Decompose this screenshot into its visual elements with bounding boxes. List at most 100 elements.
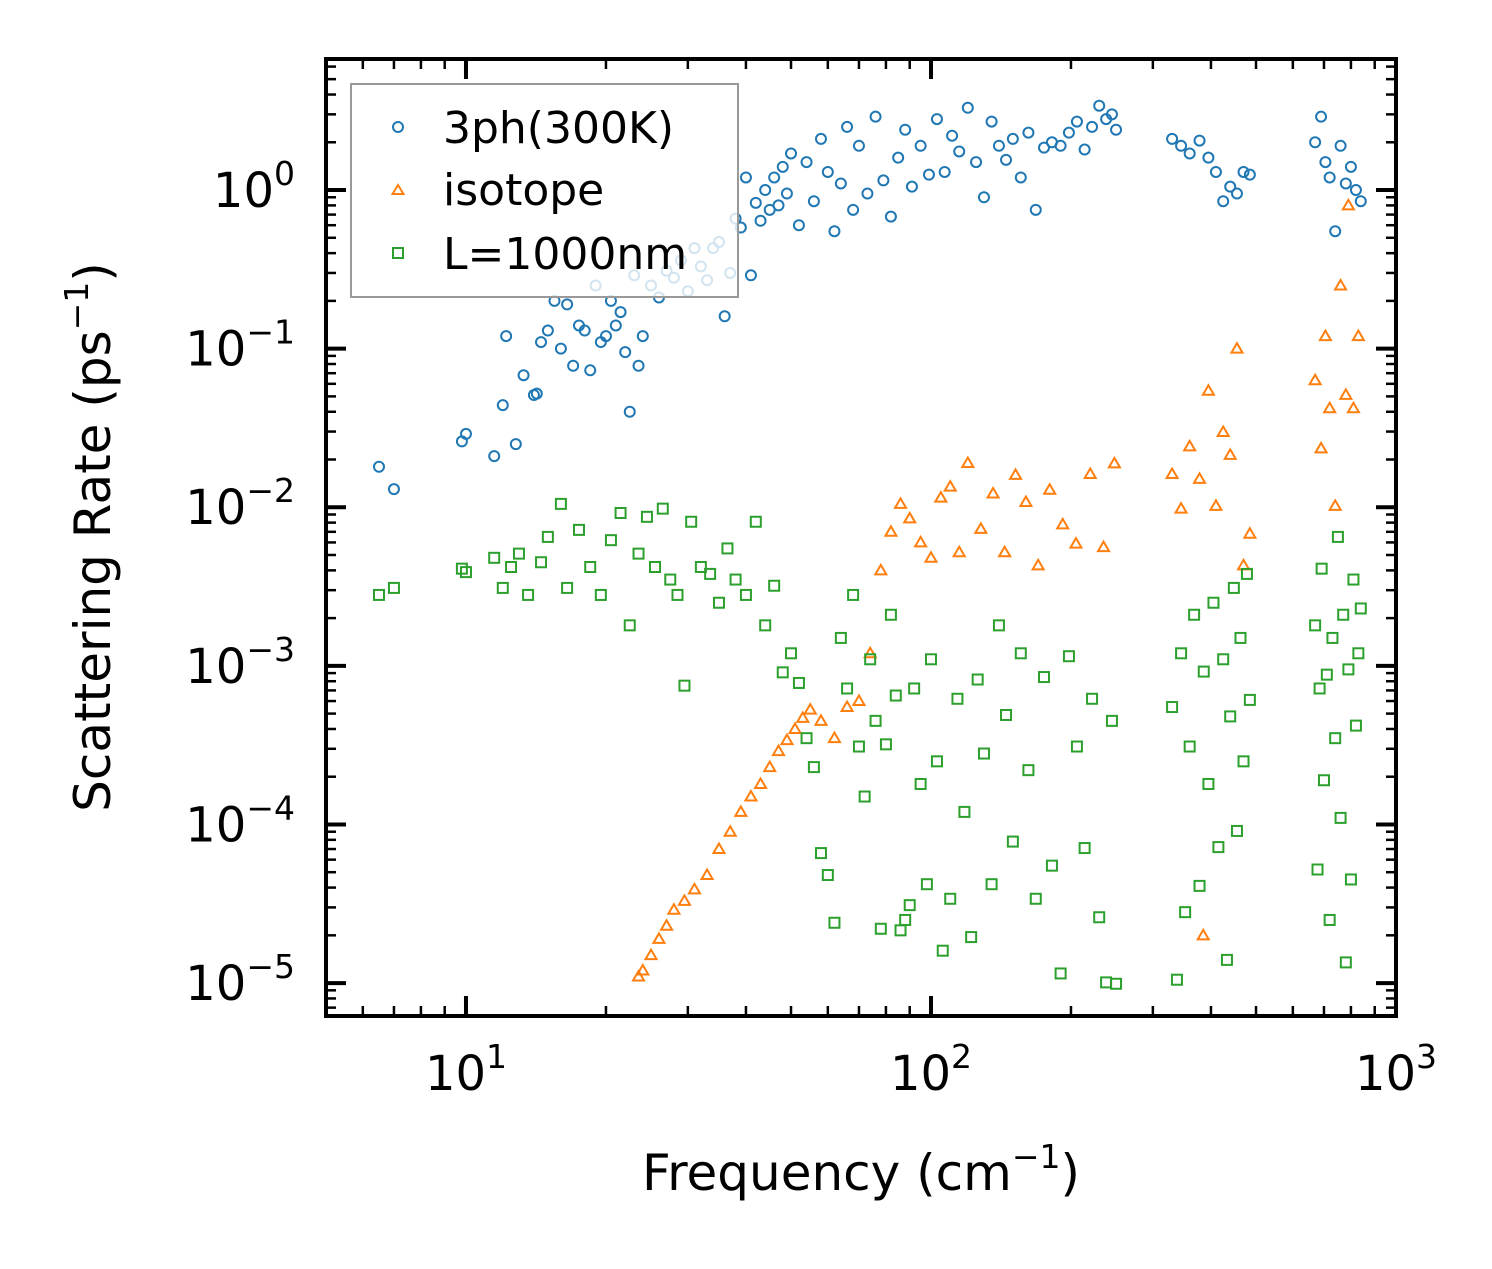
data-point-isotope — [1242, 526, 1258, 539]
data-point-3ph-300k- — [930, 113, 943, 126]
data-point-l-1000nm — [1207, 596, 1220, 609]
data-point-l-1000nm — [958, 805, 971, 818]
data-point-isotope — [943, 479, 958, 492]
data-point-isotope — [893, 496, 908, 509]
data-point-l-1000nm — [623, 619, 636, 632]
data-point-3ph-300k- — [847, 203, 860, 216]
data-point-3ph-300k- — [869, 110, 882, 123]
data-point-l-1000nm — [889, 689, 902, 702]
data-point-isotope — [1322, 400, 1337, 414]
data-point-isotope — [803, 702, 818, 715]
legend: 3ph(300K) isotope L=1000nm — [350, 83, 739, 298]
data-point-3ph-300k- — [1217, 195, 1230, 208]
data-point-l-1000nm — [1230, 824, 1243, 837]
data-point-3ph-300k- — [1209, 165, 1222, 178]
data-point-3ph-300k- — [1202, 151, 1215, 164]
data-point-l-1000nm — [1006, 835, 1019, 848]
data-point-3ph-300k- — [1193, 134, 1206, 147]
data-point-3ph-300k- — [785, 147, 798, 160]
data-point-3ph-300k- — [614, 306, 627, 319]
data-point-l-1000nm — [488, 551, 501, 564]
data-point-3ph-300k- — [861, 187, 874, 200]
data-point-isotope — [1215, 424, 1231, 438]
x-tick-label: 103 — [1355, 1037, 1437, 1102]
data-point-l-1000nm — [971, 673, 984, 686]
data-point-l-1000nm — [1320, 668, 1333, 681]
data-point-l-1000nm — [894, 924, 907, 937]
data-point-isotope — [687, 881, 702, 895]
data-point-isotope — [1055, 516, 1070, 530]
data-point-l-1000nm — [1315, 562, 1328, 575]
data-point-3ph-300k- — [992, 139, 1005, 152]
data-point-3ph-300k- — [1237, 165, 1250, 178]
data-point-isotope — [923, 550, 939, 563]
data-point-3ph-300k- — [852, 139, 865, 152]
data-point-isotope — [1201, 383, 1216, 396]
y-axis-title-unit-close: ) — [64, 262, 122, 282]
data-point-l-1000nm — [1170, 973, 1183, 986]
x-axis-title-unit-exp: −1 — [1012, 1137, 1061, 1176]
data-point-isotope — [1327, 498, 1343, 511]
data-point-isotope — [635, 963, 651, 976]
data-point-3ph-300k- — [1006, 132, 1019, 145]
data-point-l-1000nm — [930, 755, 943, 768]
x-axis-title-unit-close: ) — [1061, 1144, 1081, 1202]
data-point-l-1000nm — [1344, 873, 1357, 886]
data-point-3ph-300k- — [970, 156, 983, 169]
data-point-isotope — [973, 521, 989, 534]
data-point-3ph-300k- — [1230, 187, 1243, 200]
data-point-l-1000nm — [1329, 732, 1342, 745]
data-point-3ph-300k- — [938, 165, 951, 178]
data-point-l-1000nm — [1183, 740, 1196, 753]
data-point-3ph-300k- — [1224, 180, 1237, 193]
y-tick-label: 10−4 — [185, 788, 295, 853]
data-point-l-1000nm — [749, 515, 762, 528]
data-point-l-1000nm — [1240, 567, 1253, 580]
data-point-3ph-300k- — [792, 219, 805, 232]
data-point-l-1000nm — [1045, 859, 1058, 872]
data-point-3ph-300k- — [372, 460, 385, 473]
tick-labels-layer: 101 102 103 100 10−1 10−2 10−3 10−4 10−5 — [185, 154, 1437, 1102]
x-axis-title-text: Frequency — [642, 1144, 900, 1202]
data-point-isotope — [666, 902, 682, 915]
data-point-isotope — [711, 841, 727, 855]
x-axis-title-unit: (cm — [916, 1144, 1012, 1202]
data-point-l-1000nm — [1237, 755, 1250, 768]
data-point-l-1000nm — [1217, 653, 1230, 666]
data-point-3ph-300k- — [619, 346, 632, 359]
data-point-3ph-300k- — [739, 171, 752, 184]
data-point-3ph-300k- — [899, 123, 912, 136]
y-tick-label: 100 — [213, 154, 295, 219]
data-point-isotope — [1107, 455, 1122, 469]
data-point-isotope — [883, 524, 899, 537]
data-point-l-1000nm — [1175, 647, 1188, 660]
data-point-3ph-300k- — [744, 269, 757, 282]
data-point-3ph-300k- — [500, 330, 513, 343]
data-point-l-1000nm — [1227, 581, 1240, 594]
data-point-l-1000nm — [1110, 977, 1123, 990]
data-point-3ph-300k- — [922, 168, 935, 181]
data-point-l-1000nm — [729, 573, 742, 586]
data-point-3ph-300k- — [554, 342, 567, 355]
x-axis-title: Frequency (cm−1) — [642, 1137, 1080, 1202]
data-point-3ph-300k- — [584, 364, 597, 377]
data-point-l-1000nm — [858, 790, 871, 803]
data-point-isotope — [997, 544, 1012, 558]
data-point-l-1000nm — [828, 916, 841, 929]
data-point-3ph-300k- — [1334, 139, 1347, 152]
data-point-isotope — [743, 789, 759, 802]
data-point-3ph-300k- — [623, 405, 636, 418]
data-point-l-1000nm — [1038, 671, 1051, 684]
data-point-3ph-300k- — [772, 199, 785, 212]
data-point-3ph-300k- — [768, 171, 781, 184]
data-point-l-1000nm — [1197, 665, 1210, 678]
data-point-3ph-300k- — [1323, 171, 1336, 184]
data-point-3ph-300k- — [780, 187, 793, 200]
data-point-l-1000nm — [977, 747, 990, 760]
data-point-3ph-300k- — [834, 177, 847, 190]
data-point-3ph-300k- — [1014, 171, 1027, 184]
data-point-3ph-300k- — [541, 324, 554, 337]
data-point-l-1000nm — [712, 596, 725, 609]
data-point-l-1000nm — [1331, 530, 1344, 543]
